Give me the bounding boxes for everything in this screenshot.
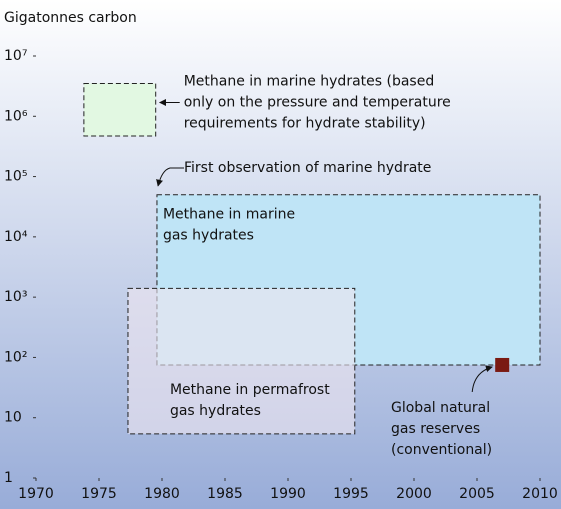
point-label-line: gas reserves — [391, 421, 480, 437]
y-tick-label: 10⁷ — [4, 48, 27, 64]
x-tick-label: 1970 — [18, 486, 54, 502]
annotation: First observation of marine hydrate — [184, 160, 431, 176]
region-label-line: gas hydrates — [170, 403, 261, 419]
y-tick-label: 10 — [4, 410, 22, 426]
range-box — [127, 287, 356, 435]
y-tick-label: 10⁴ — [4, 229, 28, 245]
region-label: Methane in permafrost gas hydrates — [170, 382, 330, 419]
x-tick-label: 1985 — [207, 486, 243, 502]
y-tick-label: 10⁵ — [4, 169, 27, 185]
y-tick-label: 10⁶ — [4, 108, 28, 124]
x-tick-label: 1995 — [333, 486, 369, 502]
x-tick-label: 1975 — [81, 486, 117, 502]
region-label-line: Methane in marine — [163, 207, 295, 223]
region-label-line: gas hydrates — [163, 228, 254, 244]
point — [495, 357, 510, 372]
point-label-line: (conventional) — [391, 442, 492, 458]
x-tick-label: 1980 — [144, 486, 180, 502]
region-label-line: only on the pressure and temperature — [184, 94, 451, 110]
range-box — [83, 82, 157, 137]
region-label: Methane in marine hydrates (based only on… — [184, 73, 451, 131]
x-tick-label: 2000 — [396, 486, 432, 502]
region-label-line: Methane in marine hydrates (based — [184, 73, 435, 89]
point-label-line: Global natural — [391, 400, 490, 416]
y-axis-label: Gigatonnes carbon — [4, 10, 137, 26]
x-tick-label: 2010 — [522, 486, 558, 502]
annotation-arrow — [156, 167, 184, 187]
x-tick-label: 2005 — [459, 486, 495, 502]
point-label: Global natural gas reserves (conventional) — [391, 400, 492, 458]
point-arrow — [471, 365, 493, 393]
region-label-line: requirements for hydrate stability) — [184, 115, 426, 131]
x-tick-label: 1990 — [270, 486, 306, 502]
region-label: Methane in marine gas hydrates — [163, 207, 295, 244]
y-tick-label: 10³ — [4, 289, 27, 305]
y-tick-label: 10² — [4, 349, 27, 365]
y-tick-label: 1 — [4, 470, 13, 486]
region-label-line: Methane in permafrost — [170, 382, 330, 398]
